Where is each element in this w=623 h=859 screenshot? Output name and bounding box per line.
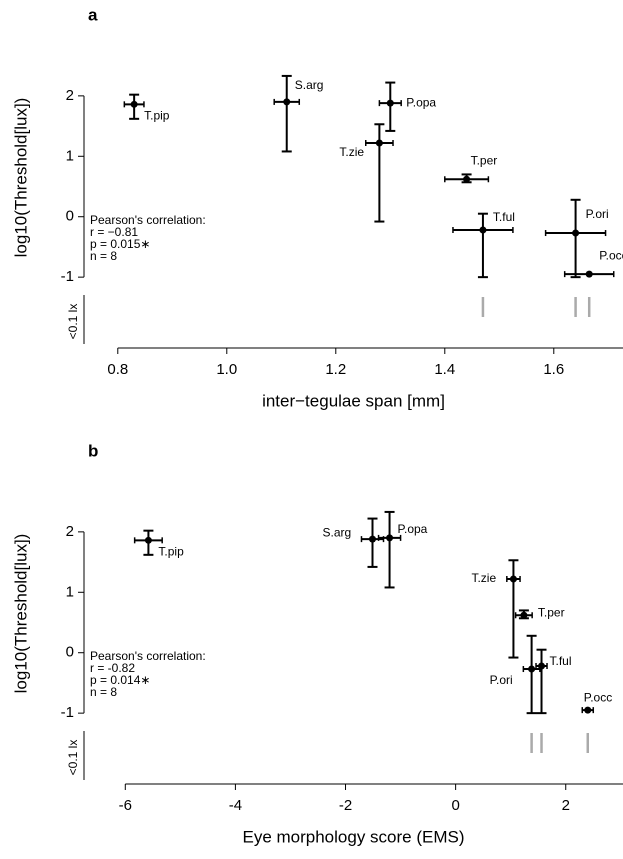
point-label: T.zie — [471, 571, 496, 585]
point-label: S.arg — [322, 525, 351, 539]
point — [130, 100, 138, 108]
y-tick-label: 0 — [66, 208, 74, 225]
point-label: T.pip — [144, 108, 170, 122]
x-tick-label: 2 — [562, 797, 570, 814]
y-tick-label: 1 — [66, 147, 74, 164]
below-label: <0.1 lx — [66, 740, 80, 776]
annotation: r = -0.82 — [90, 661, 135, 675]
y-tick-label: 0 — [66, 644, 74, 661]
point-label: S.arg — [295, 78, 324, 92]
annotation: Pearson's correlation: — [90, 649, 206, 663]
annotation: p = 0.015∗ — [90, 237, 150, 251]
y-axis-label: log10(Threshold[lux]) — [11, 534, 30, 694]
point — [520, 611, 528, 619]
below-label: <0.1 lx — [66, 304, 80, 340]
x-axis-label: inter−tegulae span [mm] — [262, 391, 445, 410]
point-label: T.pip — [158, 544, 184, 558]
point-label: P.ori — [490, 673, 513, 687]
point-label: P.ori — [586, 207, 609, 221]
annotation: p = 0.014∗ — [90, 673, 150, 687]
annotation: n = 8 — [90, 249, 117, 263]
x-tick-label: 0 — [451, 797, 459, 814]
point — [283, 98, 291, 106]
point — [585, 270, 593, 278]
y-tick-label: 2 — [66, 523, 74, 540]
point-label: T.zie — [339, 145, 364, 159]
point — [386, 99, 394, 107]
panel-label: a — [88, 5, 98, 24]
point-label: T.ful — [550, 654, 572, 668]
y-tick-label: 1 — [66, 583, 74, 600]
point — [375, 139, 383, 147]
point — [368, 535, 376, 543]
y-tick-label: -1 — [61, 268, 74, 285]
x-tick-label: 1.0 — [216, 361, 237, 378]
point-label: T.ful — [493, 210, 515, 224]
point — [463, 175, 471, 183]
point — [584, 706, 592, 714]
annotation: n = 8 — [90, 685, 117, 699]
point — [509, 575, 517, 583]
y-tick-label: -1 — [61, 704, 74, 721]
point — [528, 665, 536, 673]
point — [144, 536, 152, 544]
x-tick-label: 1.6 — [543, 361, 564, 378]
x-axis-label: Eye morphology score (EMS) — [242, 827, 464, 846]
point-label: P.occ — [599, 248, 623, 262]
point — [572, 229, 580, 237]
point-label: T.per — [538, 605, 565, 619]
point-label: T.per — [471, 153, 498, 167]
x-tick-label: 1.4 — [434, 361, 455, 378]
annotation: r = −0.81 — [90, 225, 138, 239]
point-label: P.opa — [398, 522, 428, 536]
panel-label: b — [88, 441, 98, 460]
y-tick-label: 2 — [66, 87, 74, 104]
point — [479, 226, 487, 234]
point-label: P.opa — [406, 95, 436, 109]
x-tick-label: -4 — [229, 797, 242, 814]
x-tick-label: -2 — [339, 797, 352, 814]
point — [386, 534, 394, 542]
y-axis-label: log10(Threshold[lux]) — [11, 98, 30, 258]
x-tick-label: -6 — [119, 797, 132, 814]
x-tick-label: 1.2 — [325, 361, 346, 378]
point-label: P.occ — [584, 690, 612, 704]
x-tick-label: 0.8 — [107, 361, 128, 378]
annotation: Pearson's correlation: — [90, 213, 206, 227]
